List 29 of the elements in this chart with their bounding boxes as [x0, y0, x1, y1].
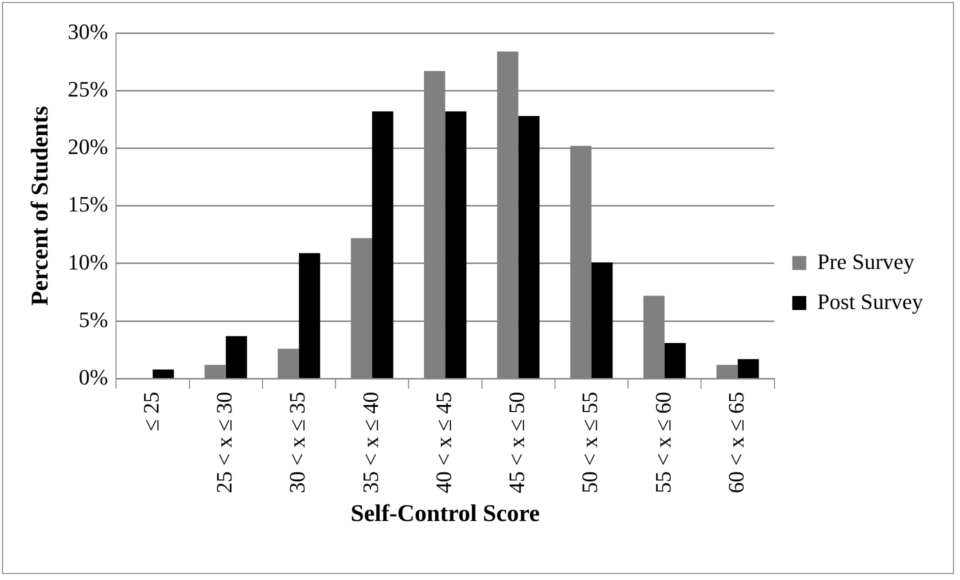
y-tick-label: 20% [68, 134, 108, 160]
x-tick-label: 60 < x ≤ 65 [723, 392, 748, 494]
x-tick-label: 30 < x ≤ 35 [284, 392, 310, 494]
x-tick-label: 50 < x ≤ 55 [577, 392, 602, 494]
y-axis-title: Percent of Students [28, 106, 54, 306]
bar [591, 262, 613, 378]
y-tick-label: 25% [68, 76, 108, 102]
y-tick-label: 15% [68, 192, 108, 217]
bar [152, 370, 174, 378]
x-tick-label: 25 < x ≤ 30 [212, 392, 237, 494]
bar [445, 111, 466, 378]
x-axis-title: Self-Control Score [350, 500, 540, 527]
y-tick-label: 10% [68, 249, 108, 274]
legend-label: Post Survey [817, 288, 924, 314]
legend-label: Pre Survey [817, 248, 914, 274]
y-tick-label: 5% [78, 306, 108, 332]
bar [738, 359, 759, 378]
bar [226, 336, 248, 378]
bar [518, 116, 540, 378]
y-tick-label: 0% [78, 364, 108, 390]
x-tick-label: ≤ 25 [138, 392, 164, 432]
x-tick-label: 40 < x ≤ 45 [430, 392, 456, 494]
x-tick-label: 45 < x ≤ 50 [504, 392, 530, 494]
bar [372, 111, 394, 378]
bar [298, 253, 320, 378]
x-tick-label: 55 < x ≤ 60 [650, 392, 676, 494]
x-tick-label: 35 < x ≤ 40 [358, 392, 383, 494]
y-tick-label: 30% [68, 18, 108, 44]
bar [664, 342, 686, 378]
